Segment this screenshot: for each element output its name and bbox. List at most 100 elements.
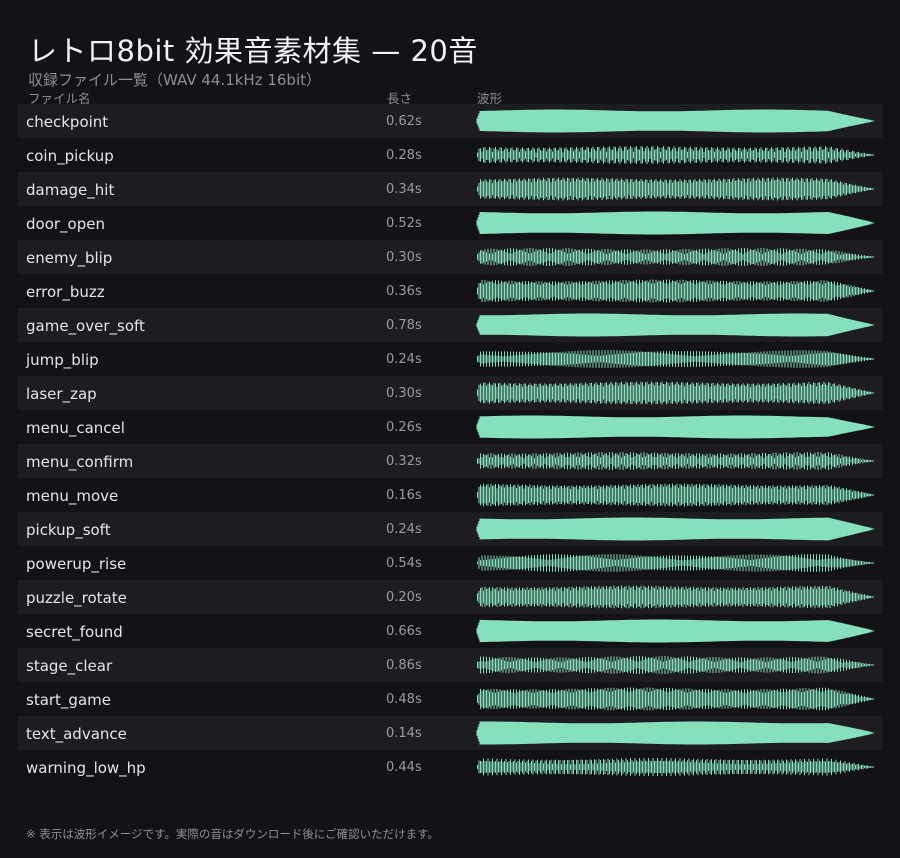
waveform-image [476,415,874,439]
file-row[interactable]: menu_move 0.16s [18,478,883,512]
file-length: 0.26s [386,420,422,435]
file-length: 0.86s [386,658,422,673]
file-row[interactable]: coin_pickup 0.28s [18,138,883,172]
waveform-image [477,554,874,572]
file-name: warning_low_hp [26,759,146,777]
file-length: 0.28s [386,148,422,163]
waveform-trace [477,381,874,405]
waveform-image [477,656,874,674]
page-title: レトロ8bit 効果音素材集 — 20音 [28,34,478,68]
file-name: checkpoint [26,113,109,131]
waveform-trace [476,313,874,337]
file-name: enemy_blip [26,249,113,267]
column-header-filename: ファイル名 [28,91,91,106]
file-length: 0.62s [386,114,422,129]
file-name: menu_confirm [26,453,134,471]
file-length: 0.36s [386,284,422,299]
waveform-trace [477,483,874,507]
file-length: 0.78s [386,318,422,333]
file-name: secret_found [26,623,123,641]
file-row[interactable]: stage_clear 0.86s [18,648,883,682]
waveform-trace [477,452,874,470]
column-header-length: 長さ [387,91,413,106]
file-name: pickup_soft [26,521,111,539]
file-row[interactable]: checkpoint 0.62s [18,104,883,138]
file-row[interactable]: puzzle_rotate 0.20s [18,580,883,614]
file-list: checkpoint 0.62s coin_pickup 0.28s damage_hi… [18,104,883,784]
file-row[interactable]: game_over_soft 0.78s [18,308,883,342]
file-length: 0.54s [386,556,422,571]
waveform-trace [476,415,874,439]
waveform-trace [477,687,874,711]
waveform-trace [476,619,874,643]
file-length: 0.34s [386,182,422,197]
waveform-image [477,687,874,711]
file-row[interactable]: secret_found 0.66s [18,614,883,648]
file-row[interactable]: damage_hit 0.34s [18,172,883,206]
file-row[interactable]: text_advance 0.14s [18,716,883,750]
waveform-trace [476,211,874,235]
waveform-trace [477,758,874,776]
footnote: ※ 表示は波形イメージです。実際の音はダウンロード後にご確認いただけます。 [26,827,440,841]
page-subtitle: 収録ファイル一覧（WAV 44.1kHz 16bit） [28,71,322,89]
file-name: laser_zap [26,385,97,403]
file-name: start_game [26,691,111,709]
file-name: text_advance [26,725,127,743]
file-row[interactable]: laser_zap 0.30s [18,376,883,410]
file-name: error_buzz [26,283,105,301]
file-length: 0.48s [386,692,422,707]
waveform-trace [476,721,874,745]
file-length: 0.32s [386,454,422,469]
waveform-trace [477,554,874,572]
file-name: powerup_rise [26,555,127,573]
file-name: menu_cancel [26,419,125,437]
file-length: 0.30s [386,250,422,265]
file-row[interactable]: door_open 0.52s [18,206,883,240]
file-length: 0.44s [386,760,422,775]
waveform-trace [477,350,874,368]
waveform-image [477,248,874,266]
waveform-image [477,279,874,303]
waveform-image [477,483,874,507]
waveform-image [477,146,874,164]
waveform-image [477,758,874,776]
waveform-image [476,313,874,337]
file-row[interactable]: enemy_blip 0.30s [18,240,883,274]
file-length: 0.14s [386,726,422,741]
file-name: jump_blip [26,351,99,369]
waveform-image [477,177,874,201]
waveform-image [476,619,874,643]
waveform-image [477,585,874,609]
waveform-image [477,381,874,405]
file-row[interactable]: jump_blip 0.24s [18,342,883,376]
waveform-image [477,350,874,368]
waveform-trace [477,177,874,201]
waveform-image [476,211,874,235]
file-row[interactable]: menu_cancel 0.26s [18,410,883,444]
waveform-trace [477,146,874,164]
file-row[interactable]: warning_low_hp 0.44s [18,750,883,784]
file-length: 0.16s [386,488,422,503]
file-length: 0.24s [386,352,422,367]
file-name: menu_move [26,487,119,505]
file-name: puzzle_rotate [26,589,127,607]
file-row[interactable]: powerup_rise 0.54s [18,546,883,580]
waveform-trace [477,248,874,266]
waveform-image [477,452,874,470]
file-row[interactable]: start_game 0.48s [18,682,883,716]
file-row[interactable]: menu_confirm 0.32s [18,444,883,478]
file-length: 0.66s [386,624,422,639]
waveform-trace [477,279,874,303]
waveform-image [476,109,874,133]
file-name: damage_hit [26,181,115,199]
file-name: coin_pickup [26,147,114,165]
file-length: 0.20s [386,590,422,605]
waveform-image [476,517,874,541]
waveform-trace [476,109,874,133]
waveform-trace [477,656,874,674]
waveform-trace [477,585,874,609]
file-row[interactable]: pickup_soft 0.24s [18,512,883,546]
file-row[interactable]: error_buzz 0.36s [18,274,883,308]
file-name: door_open [26,215,105,233]
file-length: 0.30s [386,386,422,401]
